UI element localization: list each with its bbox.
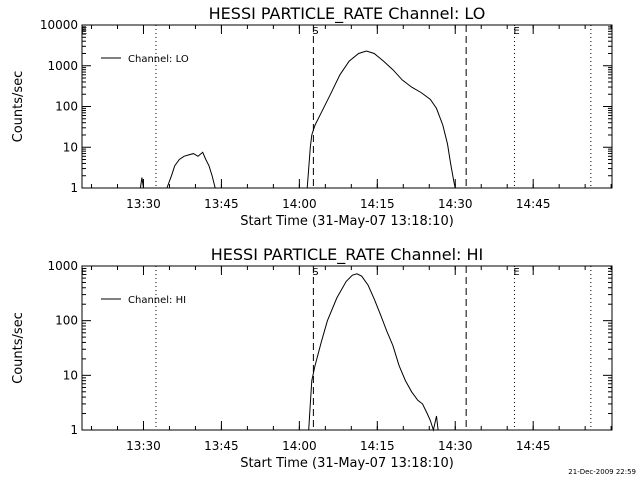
lo-chart-title: HESSI PARTICLE_RATE Channel: LO: [209, 4, 486, 24]
lo-x-tick-label: 14:00: [282, 197, 317, 211]
hi-x-tick-label: 14:45: [516, 439, 551, 453]
lo-x-tick-label: 13:30: [126, 197, 161, 211]
hi-marker-label: S: [312, 267, 318, 278]
lo-x-tick-label: 14:15: [360, 197, 395, 211]
hi-series-line: [308, 273, 439, 432]
lo-series-line: [139, 177, 144, 189]
lo-x-tick-label: 14:45: [516, 197, 551, 211]
hi-y-tick-label: 100: [55, 314, 78, 328]
plot-timestamp: 21-Dec-2009 22:59: [568, 468, 636, 476]
hi-x-tick-label: 14:00: [282, 439, 317, 453]
lo-marker-label: E: [513, 26, 519, 37]
lo-y-tick-label: 10000: [40, 18, 78, 32]
lo-series-line: [166, 151, 216, 189]
hi-y-tick-label: 10: [63, 368, 78, 382]
hi-channel-panel: HESSI PARTICLE_RATE Channel: HI Start Tim…: [11, 245, 613, 471]
hi-marker-label: E: [513, 267, 519, 278]
hi-y-tick-label: 1: [70, 423, 78, 437]
hi-marker-label: E: [81, 267, 87, 278]
hi-legend-label: Channel: HI: [128, 295, 186, 306]
hi-y-axis-label: Counts/sec: [11, 312, 26, 384]
hi-x-tick-label: 14:15: [360, 439, 395, 453]
hi-x-axis-label: Start Time (31-May-07 13:18:10): [240, 456, 454, 471]
lo-channel-panel: HESSI PARTICLE_RATE Channel: LO Start Tim…: [11, 4, 613, 229]
lo-y-tick-label: 1: [70, 181, 78, 195]
lo-marker-label: S: [312, 26, 318, 37]
hi-chart-title: HESSI PARTICLE_RATE Channel: HI: [211, 245, 484, 265]
hi-y-tick-label: 1000: [47, 259, 78, 273]
hi-x-tick-label: 14:30: [438, 439, 473, 453]
hi-x-tick-label: 13:45: [204, 439, 239, 453]
lo-x-axis-label: Start Time (31-May-07 13:18:10): [240, 214, 454, 229]
hi-plot-frame: [81, 265, 613, 431]
lo-x-tick-label: 13:45: [204, 197, 239, 211]
lo-legend-label: Channel: LO: [128, 54, 189, 65]
lo-y-tick-label: 10: [63, 140, 78, 154]
lo-marker-label: E: [81, 26, 87, 37]
lo-x-tick-label: 14:30: [438, 197, 473, 211]
lo-series-line: [306, 50, 456, 189]
lo-y-tick-label: 1000: [47, 59, 78, 73]
hi-x-tick-label: 13:30: [126, 439, 161, 453]
lo-y-tick-label: 100: [55, 100, 78, 114]
lo-plot-frame: [81, 24, 613, 189]
lo-y-axis-label: Counts/sec: [11, 71, 26, 143]
